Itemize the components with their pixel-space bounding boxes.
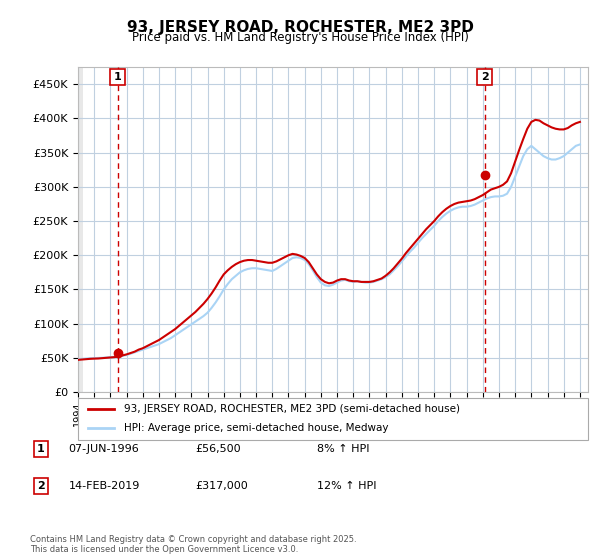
Text: HPI: Average price, semi-detached house, Medway: HPI: Average price, semi-detached house,… xyxy=(124,423,388,433)
FancyBboxPatch shape xyxy=(78,398,588,440)
Text: 93, JERSEY ROAD, ROCHESTER, ME2 3PD: 93, JERSEY ROAD, ROCHESTER, ME2 3PD xyxy=(127,20,473,35)
Text: £56,500: £56,500 xyxy=(196,444,241,454)
Text: 07-JUN-1996: 07-JUN-1996 xyxy=(68,444,139,454)
Text: 12% ↑ HPI: 12% ↑ HPI xyxy=(317,481,377,491)
Text: 2: 2 xyxy=(481,72,488,82)
Text: 14-FEB-2019: 14-FEB-2019 xyxy=(68,481,140,491)
Text: 1: 1 xyxy=(37,444,45,454)
Text: 1: 1 xyxy=(113,72,121,82)
Text: 2: 2 xyxy=(37,481,45,491)
Text: Contains HM Land Registry data © Crown copyright and database right 2025.
This d: Contains HM Land Registry data © Crown c… xyxy=(30,535,356,554)
Text: 93, JERSEY ROAD, ROCHESTER, ME2 3PD (semi-detached house): 93, JERSEY ROAD, ROCHESTER, ME2 3PD (sem… xyxy=(124,404,460,414)
Text: £317,000: £317,000 xyxy=(196,481,248,491)
Bar xyxy=(78,67,83,392)
Text: Price paid vs. HM Land Registry's House Price Index (HPI): Price paid vs. HM Land Registry's House … xyxy=(131,31,469,44)
Text: 8% ↑ HPI: 8% ↑ HPI xyxy=(317,444,370,454)
